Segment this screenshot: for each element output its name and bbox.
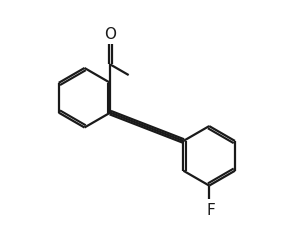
Text: F: F: [206, 203, 215, 218]
Text: O: O: [104, 27, 116, 42]
